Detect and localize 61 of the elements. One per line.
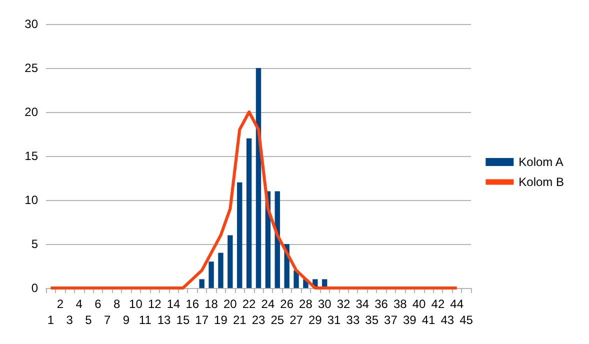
x-tick-label: 23 xyxy=(252,313,266,327)
x-tick-label: 25 xyxy=(270,313,284,327)
x-tick-label: 13 xyxy=(157,313,172,327)
x-tick-label: 20 xyxy=(223,297,238,311)
y-tick-label: 15 xyxy=(24,149,38,163)
line-series xyxy=(49,110,458,290)
x-tick-label: 16 xyxy=(186,297,200,311)
x-tick-label: 27 xyxy=(290,313,304,327)
legend-label: Kolom B xyxy=(518,175,564,189)
x-tick-label: 41 xyxy=(422,313,436,327)
y-tick-label: 30 xyxy=(24,17,38,31)
y-tick-label: 25 xyxy=(24,61,38,75)
bar xyxy=(246,138,252,288)
x-tick-label: 11 xyxy=(138,313,152,327)
x-tick-label: 12 xyxy=(148,297,162,311)
x-tick-label: 14 xyxy=(166,297,180,311)
x-tick-label: 34 xyxy=(356,297,370,311)
x-tick-label: 4 xyxy=(76,297,83,311)
bar xyxy=(228,235,233,288)
bar xyxy=(199,279,204,288)
x-tick-label: 24 xyxy=(261,297,275,311)
x-tick-label: 2 xyxy=(56,297,64,311)
x-tick-label: 45 xyxy=(460,313,474,327)
x-tick-label: 38 xyxy=(393,297,408,311)
x-tick-label: 22 xyxy=(242,297,256,311)
y-tick-label: 10 xyxy=(24,193,38,207)
x-tick-label: 17 xyxy=(195,313,209,327)
x-tick-label: 32 xyxy=(336,297,350,311)
x-tick-label: 29 xyxy=(308,313,322,327)
x-tick-label: 44 xyxy=(450,297,464,311)
y-tick-label: 0 xyxy=(31,281,38,295)
x-tick-label: 36 xyxy=(374,297,388,311)
x-tick-label: 37 xyxy=(384,313,398,327)
x-tick-label: 42 xyxy=(431,297,445,311)
legend-label: Kolom A xyxy=(518,155,564,169)
bar xyxy=(237,182,242,288)
y-tick-label: 5 xyxy=(31,237,38,251)
x-tick-label: 9 xyxy=(122,313,130,327)
x-tick-label: 35 xyxy=(365,313,379,327)
x-tick-label: 43 xyxy=(440,313,454,327)
x-tick-label: 8 xyxy=(113,297,120,311)
x-tick-label: 5 xyxy=(85,313,92,327)
x-tick-label: 21 xyxy=(232,313,247,327)
x-tick-label: 40 xyxy=(412,297,426,311)
x-tick-label: 30 xyxy=(318,297,332,311)
x-tick-label: 6 xyxy=(94,297,102,311)
x-tick-label: 1 xyxy=(47,313,54,327)
x-tick-label: 31 xyxy=(327,313,342,327)
y-tick-label: 20 xyxy=(24,105,38,119)
x-tick-label: 28 xyxy=(299,297,313,311)
x-tick-label: 7 xyxy=(104,313,112,327)
x-tick-label: 33 xyxy=(346,313,360,327)
x-tick-label: 39 xyxy=(402,313,417,327)
x-tick-label: 18 xyxy=(204,297,218,311)
bar xyxy=(218,252,224,288)
x-tick-label: 19 xyxy=(214,313,228,327)
x-tick-label: 10 xyxy=(129,297,143,311)
bar xyxy=(208,262,214,288)
x-tick-label: 26 xyxy=(280,297,294,311)
x-tick-label: 3 xyxy=(66,313,74,327)
x-tick-label: 15 xyxy=(176,313,190,327)
